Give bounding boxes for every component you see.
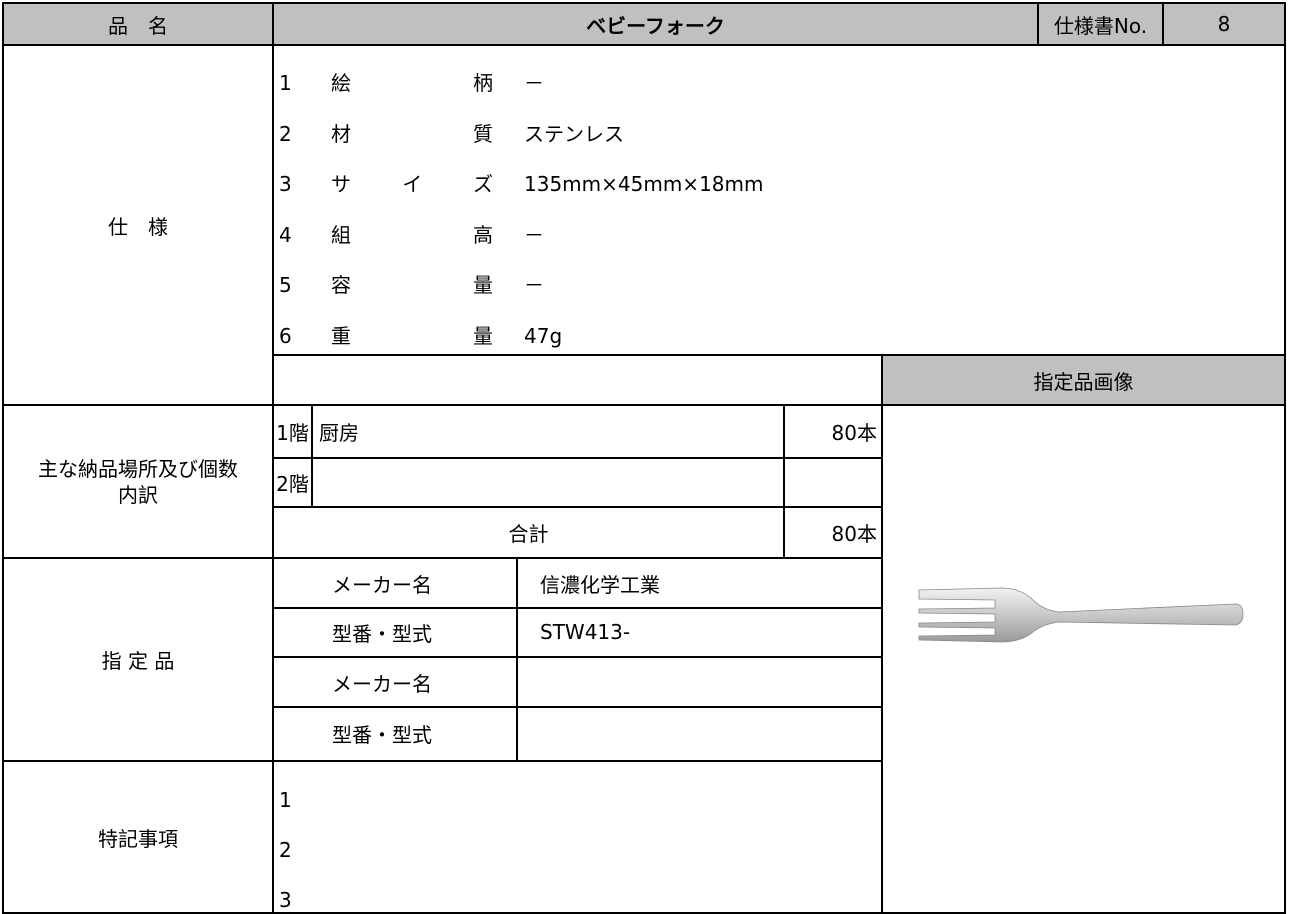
spec-value: 47g [524,324,563,348]
notes-label: 特記事項 [2,760,274,914]
designated-value: STW413- [516,607,883,658]
floor: 2階 [272,457,313,508]
spec-value: － [524,222,544,247]
fork [918,587,1244,643]
spec-no: 1 [279,71,292,95]
spec-label: 組高 [331,222,493,247]
spec-value: － [524,71,544,95]
designated-field: 型番・型式 [272,706,518,762]
delivery-label-text: 主な納品場所及び個数内訳 [38,456,238,507]
spec-label: 重量 [331,324,493,348]
place: 厨房 [311,404,785,459]
total-label: 合計 [272,506,785,559]
image-cell [881,404,1286,914]
designated-label: 指 定 品 [2,557,274,762]
designated-field: 型番・型式 [272,607,518,658]
designated-field: メーカー名 [272,557,518,609]
count [783,457,883,508]
notes-body [272,760,883,914]
spec-label: 絵柄 [331,71,493,95]
image-label: 指定品画像 [881,354,1286,406]
designated-value [516,656,883,708]
spec-value: ステンレス [524,121,624,146]
blank-cell [272,354,883,406]
spec-value: 135mm×45mm×18mm [524,172,764,197]
designated-field: メーカー名 [272,656,518,708]
spec-label: 容量 [331,273,493,298]
note-no: 2 [279,838,292,862]
header-label: 品 名 [2,2,274,46]
spec-no: 2 [279,121,292,146]
designated-value: 信濃化学工業 [516,557,883,609]
spec-label: サイズ [331,172,493,197]
count: 80本 [783,404,883,459]
designated-value [516,706,883,762]
spec-label: 材質 [331,121,493,146]
spec-no: 6 [279,324,292,348]
spec-value: － [524,273,544,298]
spec-no: 3 [279,172,292,197]
total: 80本 [783,506,883,559]
spec-no: 4 [279,222,292,247]
spec-no: 5 [279,273,292,298]
spec-no: 8 [1162,2,1286,46]
delivery-label: 主な納品場所及び個数内訳 [2,404,274,559]
note-no: 3 [279,888,292,912]
place [311,457,785,508]
specs-label: 仕 様 [2,44,274,406]
note-no: 1 [279,788,292,812]
spec-no-label: 仕様書No. [1037,2,1164,46]
title: ベビーフォーク [272,2,1039,46]
fork-image [918,587,1244,643]
floor: 1階 [272,404,313,459]
